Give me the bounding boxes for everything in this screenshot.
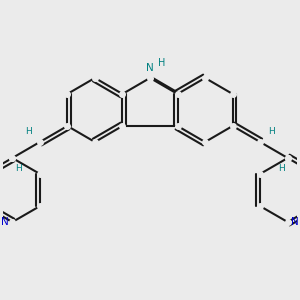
Text: N: N xyxy=(2,217,9,227)
Text: N: N xyxy=(291,217,298,227)
Text: H: H xyxy=(278,164,284,173)
Text: H: H xyxy=(158,58,165,68)
Text: N: N xyxy=(146,63,154,73)
Text: H: H xyxy=(268,127,275,136)
Text: H: H xyxy=(16,164,22,173)
Text: H: H xyxy=(25,127,32,136)
